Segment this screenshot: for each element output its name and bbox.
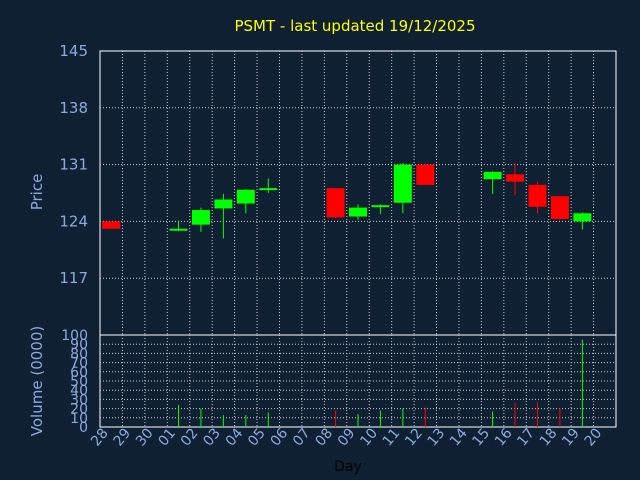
volume-tick-label: 80 — [70, 346, 88, 362]
candle-body-05 — [259, 188, 278, 191]
price-panel: 145 138 131 124 117 — [59, 42, 617, 336]
x-axis: 2829300102030405060708091011121314151617… — [88, 425, 605, 449]
volume-tick-label: 30 — [70, 392, 88, 408]
volume-tick-label: 100 — [61, 328, 88, 344]
x-axis-label: Day — [334, 459, 362, 475]
candle-body-09 — [349, 207, 367, 217]
volume-tick-label: 20 — [70, 402, 88, 418]
candle-body-11 — [393, 164, 412, 203]
price-tick-label: 124 — [59, 212, 88, 230]
price-tick-label: 117 — [59, 269, 88, 287]
candle-body-08 — [326, 188, 345, 218]
candle-body-01 — [169, 228, 188, 231]
candle-body-16 — [506, 174, 525, 182]
chart-title: PSMT - last updated 19/12/2025 — [234, 17, 475, 35]
candle-body-10 — [371, 205, 390, 208]
price-axis-label: Price — [28, 174, 46, 211]
candle-body-15 — [483, 171, 502, 180]
volume-tick-label: 0 — [79, 420, 88, 436]
candle-body-18 — [550, 196, 569, 219]
volume-tick-label: 40 — [70, 383, 88, 399]
candle-body-03 — [214, 199, 233, 209]
volume-tick-label: 50 — [70, 374, 88, 390]
price-tick-label: 145 — [59, 42, 88, 60]
candle-body-04 — [236, 189, 255, 204]
volume-axis-label: Volume (0000) — [28, 326, 46, 436]
volume-tick-label: 60 — [70, 365, 88, 381]
candle-body-17 — [528, 184, 547, 207]
volume-tick-label: 10 — [70, 411, 88, 427]
candle-body-19 — [573, 213, 592, 222]
candle-body-12 — [416, 164, 435, 185]
price-tick-label: 138 — [59, 99, 88, 117]
volume-tick-label: 90 — [70, 337, 88, 353]
candle-body-02 — [191, 210, 210, 225]
price-tick-label: 131 — [59, 156, 88, 174]
volume-tick-label: 70 — [70, 356, 88, 372]
candle-body-28 — [102, 221, 121, 229]
